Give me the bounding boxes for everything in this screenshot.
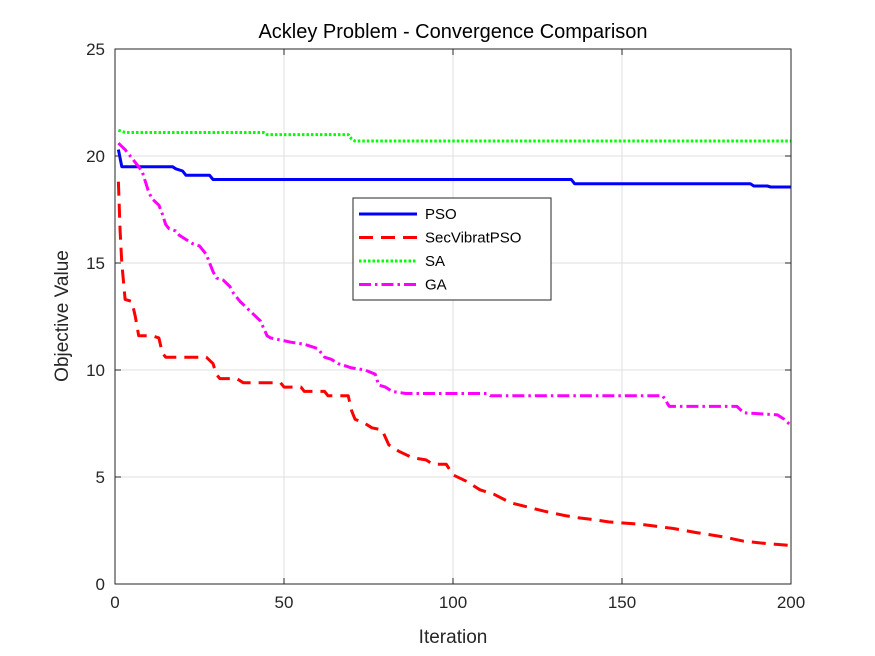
y-tick-label: 25 <box>86 40 105 59</box>
x-axis-label: Iteration <box>419 627 488 648</box>
x-tick-label: 200 <box>777 593 805 612</box>
y-tick-label: 15 <box>86 254 105 273</box>
y-tick-label: 5 <box>96 468 105 487</box>
legend: PSO SecVibratPSO SA GA <box>352 197 552 301</box>
x-tick-label: 150 <box>608 593 636 612</box>
series-line-pso <box>116 149 791 189</box>
series-line-sa <box>117 128 791 143</box>
series-layer <box>116 128 793 547</box>
legend-label-ga: GA <box>425 277 447 294</box>
y-tick-label: 20 <box>86 147 105 166</box>
legend-label-secvibratpso: SecVibratPSO <box>425 230 521 247</box>
x-tick-label: 50 <box>275 593 294 612</box>
x-tick-label: 0 <box>110 593 119 612</box>
chart-title: Ackley Problem - Convergence Comparison <box>258 21 647 43</box>
x-tick-label: 100 <box>439 593 467 612</box>
y-tick-label: 10 <box>86 361 105 380</box>
y-axis-label: Objective Value <box>52 250 73 382</box>
series-line-secvibratpso <box>116 181 792 547</box>
series-line-ga <box>117 142 793 427</box>
legend-label-pso: PSO <box>425 206 457 223</box>
tick-layer: 0 50 100 150 200 0 5 10 15 20 25 <box>86 40 805 612</box>
legend-label-sa: SA <box>425 253 445 270</box>
y-tick-label: 0 <box>96 575 105 594</box>
